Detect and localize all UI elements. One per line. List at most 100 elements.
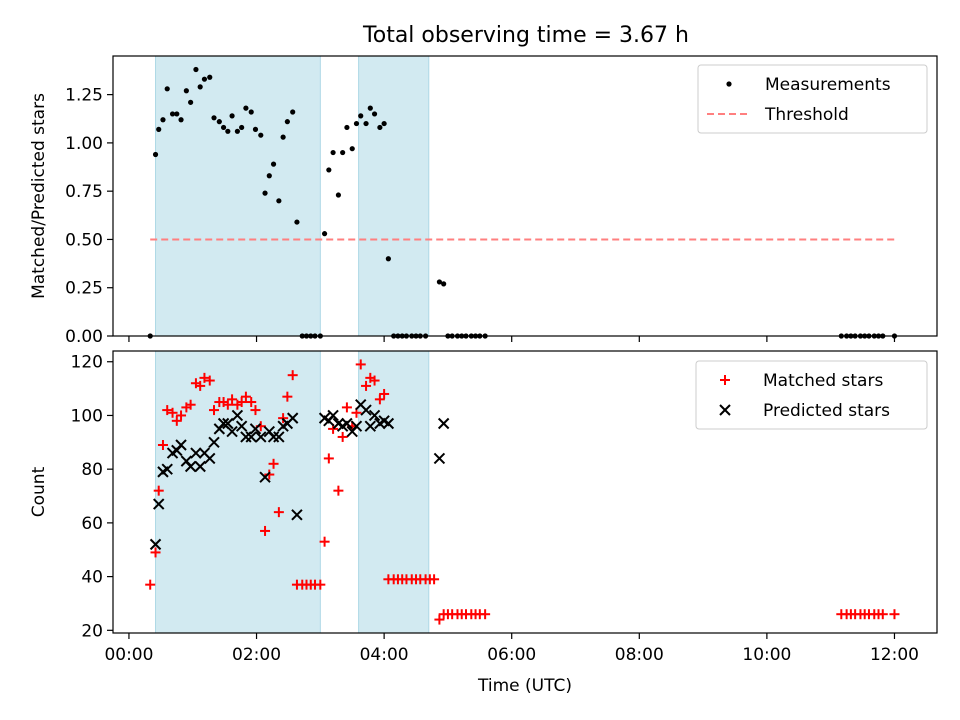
xtick-label-5: 10:00 [742, 645, 791, 665]
measurement-point-2 [156, 126, 162, 132]
legend-marker-predicted [719, 404, 731, 416]
measurement-point-20 [239, 124, 245, 131]
matched-point-38 [319, 536, 330, 547]
measurement-point-7 [178, 117, 184, 123]
predicted-point-0 [149, 538, 162, 551]
matched-point-43 [341, 402, 352, 413]
measurement-point-29 [280, 134, 286, 140]
predicted-point-31 [291, 509, 303, 521]
predicted-point-6 [175, 439, 187, 451]
measurement-point-47 [363, 120, 369, 127]
shaded-interval-1 [358, 55, 430, 337]
matched-point-26 [264, 469, 275, 480]
matched-point-47 [361, 380, 372, 391]
measurement-point-16 [220, 124, 227, 131]
top-ytick-label-2: 0.50 [65, 230, 103, 250]
predicted-point-19 [235, 420, 248, 432]
bottom-axis-ticks: 20 40 60 80 100 120 00:00 02:00 04:00 06:00 08:00 1… [71, 353, 919, 665]
matched-point-27 [268, 458, 279, 469]
legend-label-threshold: Threshold [764, 105, 849, 125]
matched-point-1 [150, 547, 161, 558]
top-shaded-intervals [155, 55, 430, 337]
matched-point-2 [153, 485, 164, 496]
top-legend: Measurements Threshold [697, 64, 928, 134]
measurement-point-32 [294, 219, 300, 225]
matched-point-28 [273, 507, 284, 518]
xtick-label-4: 08:00 [615, 645, 664, 665]
measurement-point-6 [174, 111, 180, 117]
xtick-label-3: 06:00 [487, 645, 536, 665]
predicted-point-30 [286, 412, 299, 424]
measurement-point-40 [330, 149, 336, 156]
measurement-point-51 [381, 120, 387, 127]
measurement-point-23 [252, 126, 259, 132]
predicted-point-48 [437, 417, 450, 430]
measurement-point-45 [353, 120, 360, 127]
matched-point-31 [287, 370, 298, 381]
matched-point-23 [250, 405, 261, 416]
measurement-point-17 [225, 128, 231, 134]
predicted-point-22 [249, 423, 262, 435]
legend-plus-glyph [720, 375, 730, 385]
top-legend-box [697, 64, 928, 134]
x-axis-label: Time (UTC) [477, 676, 572, 696]
top-ytick-label-0: 0.00 [65, 327, 103, 347]
measurement-point-1 [152, 151, 159, 158]
matched-point-12 [199, 372, 210, 383]
matched-point-49 [369, 375, 380, 386]
matched-point-20 [236, 397, 247, 408]
matched-point-46 [355, 359, 366, 370]
predicted-point-41 [360, 404, 372, 416]
predicted-point-16 [222, 417, 234, 430]
xtick-label-2: 04:00 [360, 645, 409, 665]
predicted-point-9 [190, 447, 202, 459]
predicted-point-18 [231, 409, 244, 422]
measurement-point-22 [248, 109, 254, 115]
measurement-point-30 [284, 119, 290, 125]
measurement-point-14 [211, 115, 217, 121]
matched-point-83 [877, 609, 888, 620]
predicted-point-21 [245, 431, 257, 443]
predicted-point-42 [364, 420, 377, 432]
count-panel: 20 40 60 80 100 120 00:00 02:00 04:00 06:00 08:00 1… [29, 350, 938, 696]
predicted-point-17 [226, 425, 238, 438]
legend-marker-measurements [726, 81, 732, 87]
measurement-point-13 [207, 74, 213, 80]
matched-point-63 [434, 614, 445, 625]
predicted-point-37 [341, 417, 353, 430]
xtick-label-6: 12:00 [870, 645, 919, 665]
predicted-point-23 [255, 431, 267, 443]
measurement-point-31 [290, 109, 296, 115]
bottom-ytick-label-5: 120 [71, 353, 103, 373]
top-ytick-label-4: 1.00 [65, 134, 103, 154]
legend-label-predicted: Predicted stars [763, 401, 890, 421]
top-ytick-label-3: 0.75 [65, 182, 103, 202]
matched-point-13 [204, 375, 215, 386]
predicted-point-24 [259, 471, 271, 483]
measurement-point-39 [326, 167, 332, 173]
measurement-point-41 [335, 192, 342, 198]
measurement-point-19 [234, 128, 240, 134]
measurement-point-11 [197, 84, 203, 90]
matched-point-30 [282, 391, 293, 402]
matched-point-9 [185, 399, 196, 410]
predicted-point-39 [350, 420, 363, 432]
measurement-point-27 [270, 161, 277, 167]
bottom-axes-frame [112, 350, 938, 634]
matched-point-4 [162, 405, 173, 416]
measurement-point-43 [344, 124, 350, 131]
matched-point-17 [222, 399, 233, 410]
xtick-label-1: 02:00 [232, 645, 281, 665]
measurement-point-9 [188, 99, 194, 105]
bottom-ytick-label-4: 100 [71, 406, 103, 426]
xtick-label-0: 00:00 [104, 645, 153, 665]
matched-point-84 [889, 609, 900, 620]
figure-title: Total observing time = 3.67 h [362, 23, 689, 48]
measurement-point-62 [441, 281, 447, 287]
bottom-legend-box [695, 360, 928, 430]
matched-point-37 [315, 579, 326, 590]
matched-point-25 [260, 525, 271, 536]
measurement-point-26 [266, 173, 272, 179]
measurement-point-10 [193, 66, 199, 73]
